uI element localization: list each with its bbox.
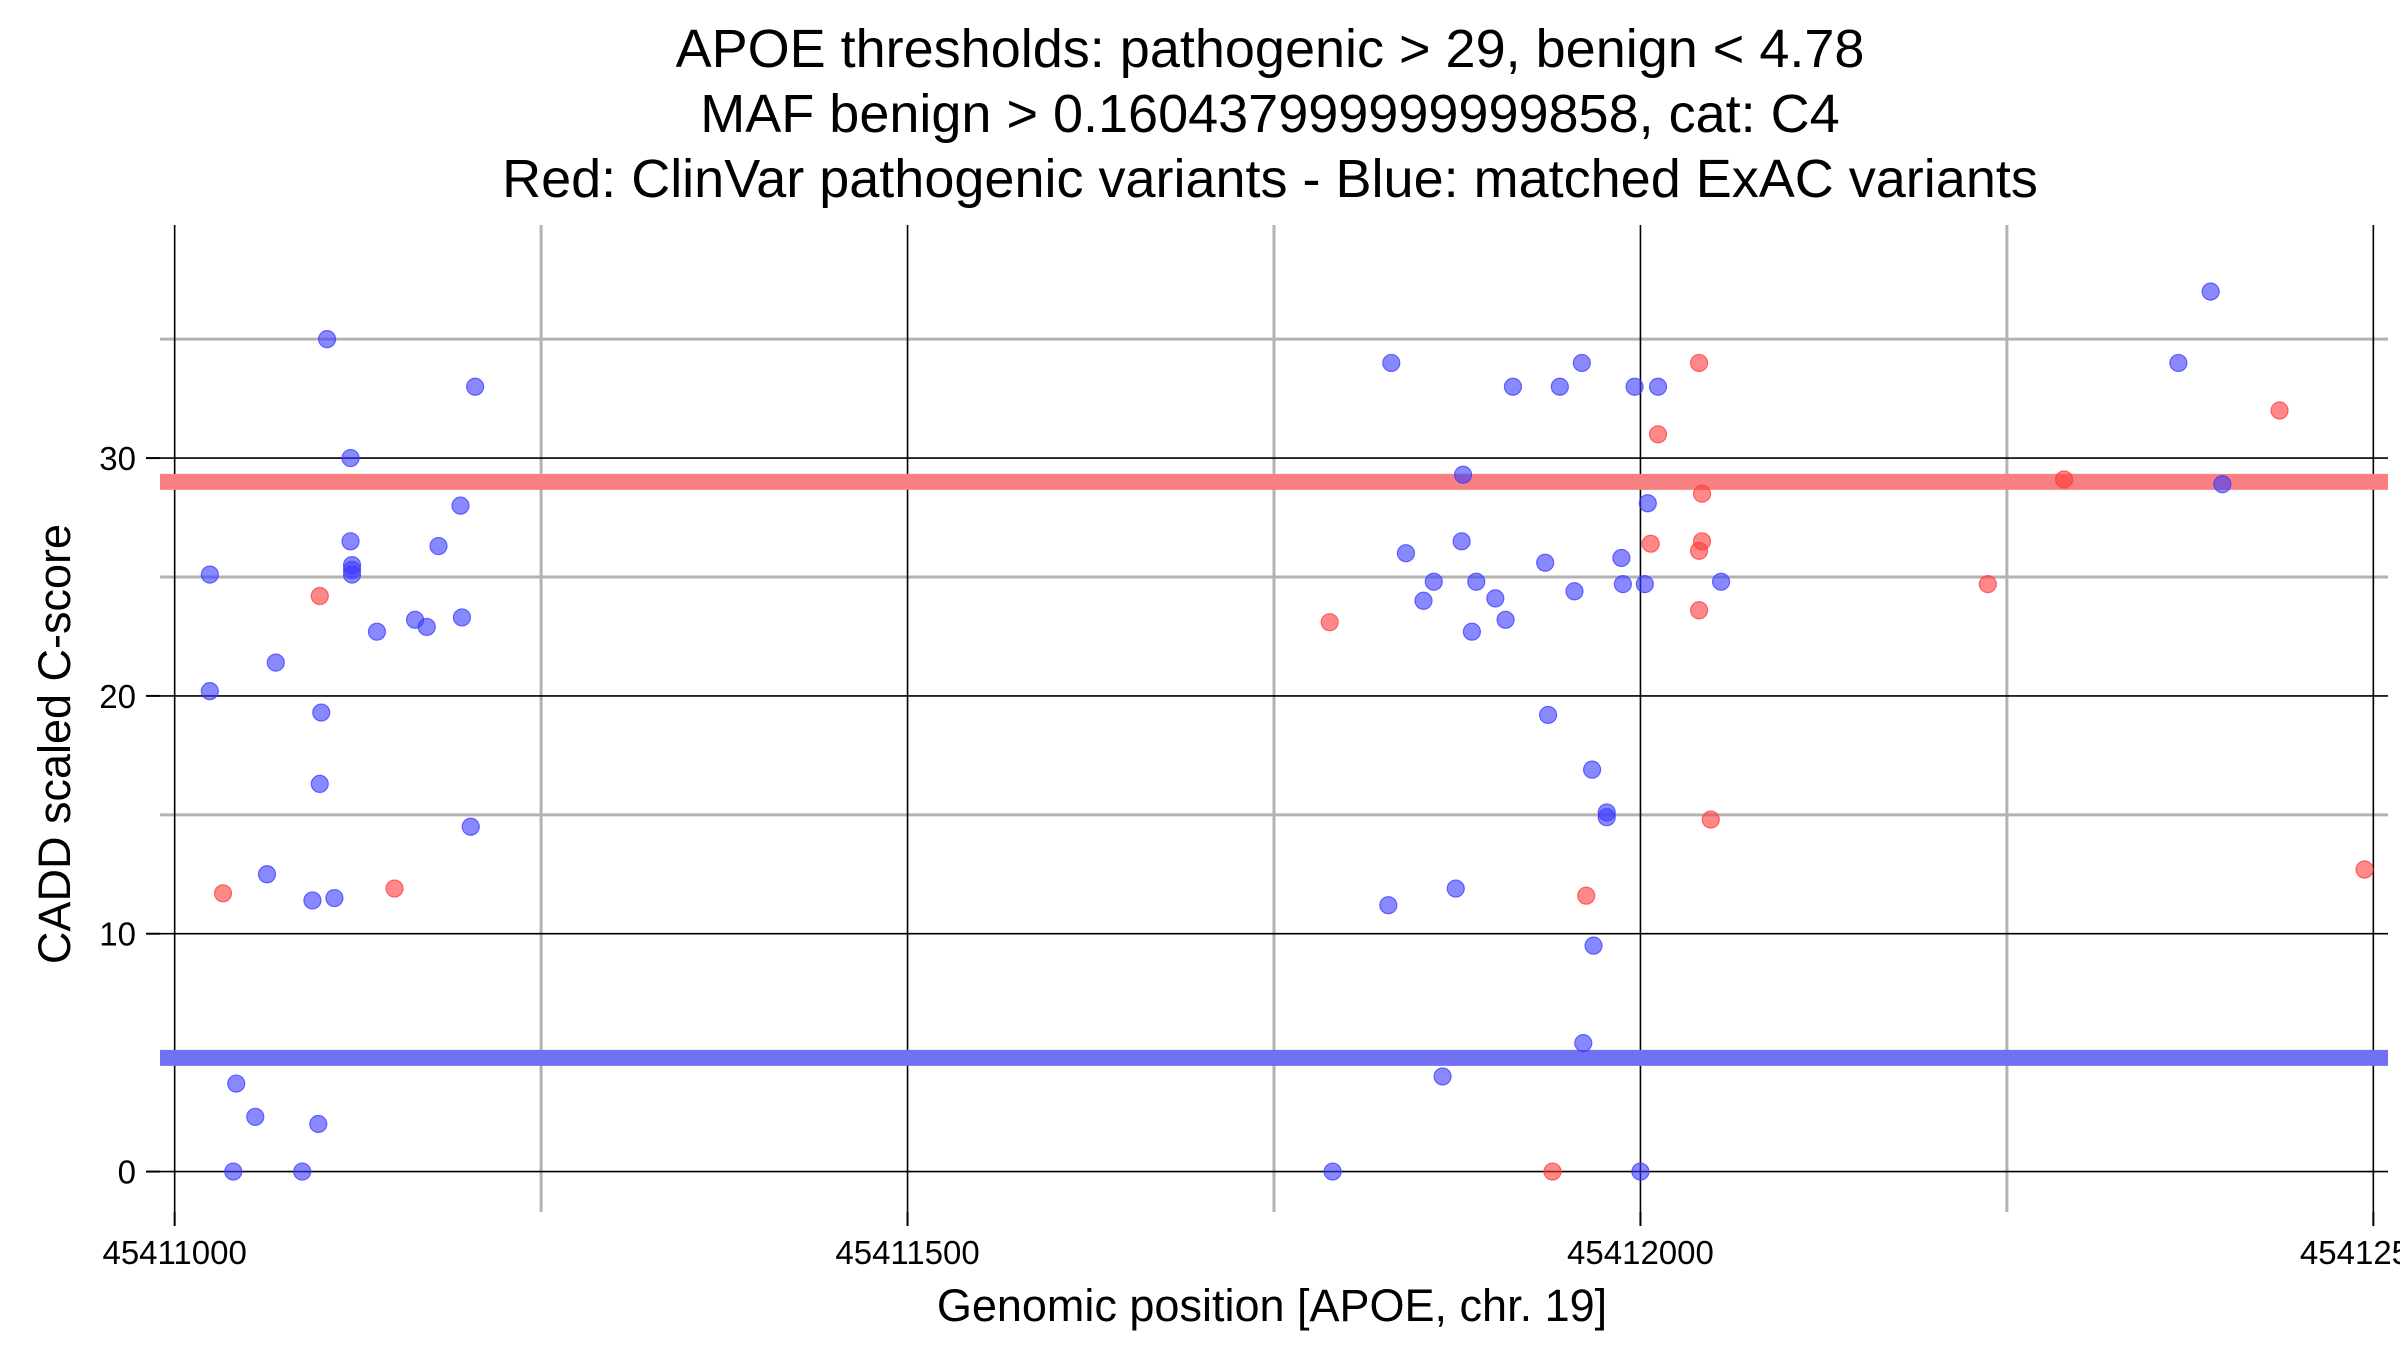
exac-point (1503, 377, 1523, 396)
y-tick-label: 30 (99, 440, 136, 477)
x-tick-label: 45411500 (835, 1234, 979, 1271)
clinvar-point (2270, 401, 2289, 420)
clinvar-point (1320, 613, 1339, 632)
clinvar-point (1641, 534, 1660, 553)
exac-point (1638, 494, 1657, 513)
axes-layer: 0 10 20 30 45411000 45411500 45412000 45412500 (99, 440, 2400, 1271)
clinvar-point (1543, 1162, 1562, 1181)
clinvar-point (310, 586, 329, 606)
exac-point (417, 617, 436, 637)
points-layer (200, 282, 2374, 1181)
clinvar-point (2355, 860, 2374, 879)
clinvar-point (1692, 532, 1712, 551)
exac-point (200, 565, 219, 584)
clinvar-point (1577, 886, 1596, 905)
exac-point (1648, 377, 1668, 396)
clinvar-point (1689, 601, 1709, 620)
clinvar-point (1689, 353, 1709, 373)
exac-point (1379, 896, 1398, 915)
exac-point (318, 330, 337, 349)
grid-layer (160, 225, 2388, 1212)
x-tick-label: 45412000 (1567, 1234, 1714, 1271)
exac-point (1462, 622, 1481, 641)
clinvar-point (1648, 425, 1668, 444)
exac-point (266, 653, 285, 672)
exac-point (452, 608, 472, 627)
clinvar-point (1692, 484, 1712, 503)
exac-point (1635, 575, 1654, 594)
exac-point (1453, 465, 1473, 484)
exac-point (2213, 475, 2232, 494)
exac-point (312, 703, 331, 722)
exac-point (257, 865, 277, 884)
exac-point (1550, 377, 1569, 396)
exac-point (1711, 572, 1731, 591)
exac-point (310, 774, 329, 794)
exac-point (466, 377, 485, 396)
exac-point (246, 1107, 265, 1126)
exac-point (341, 448, 360, 468)
title-layer: APOE thresholds: pathogenic > 29, benign… (502, 19, 2038, 209)
exac-point (1625, 377, 1644, 396)
exac-point (1433, 1067, 1452, 1086)
exac-point (1613, 575, 1632, 594)
y-axis-title: CADD scaled C-score (29, 524, 80, 964)
title-line-2: MAF benign > 0.160437999999999858, cat: … (700, 84, 1839, 144)
exac-point (1486, 589, 1505, 608)
exac-point (224, 1162, 243, 1181)
y-tick-label: 0 (118, 1154, 136, 1191)
exac-point (1574, 1034, 1593, 1053)
exac-point (1414, 591, 1433, 610)
exac-point (461, 817, 480, 836)
exac-point (1597, 808, 1616, 827)
exac-point (429, 536, 448, 556)
clinvar-point (1701, 810, 1720, 829)
exac-point (1584, 936, 1603, 955)
clinvar-point (2054, 470, 2074, 489)
exac-point (2169, 353, 2188, 373)
exac-point (1452, 532, 1471, 551)
exac-point (293, 1162, 312, 1181)
exac-point (1424, 572, 1443, 591)
exac-point (1396, 544, 1416, 563)
title-line-1: APOE thresholds: pathogenic > 29, benign… (676, 19, 1865, 79)
exac-point (1446, 879, 1465, 898)
title-line-3: Red: ClinVar pathogenic variants - Blue:… (502, 149, 2038, 209)
exac-point (325, 888, 344, 908)
exac-point (2201, 282, 2220, 301)
exac-point (1572, 353, 1591, 373)
clinvar-point (385, 879, 404, 898)
exac-point (1539, 705, 1558, 725)
exac-point (1582, 760, 1602, 779)
exac-point (1612, 548, 1631, 568)
exac-point (1382, 353, 1401, 373)
exac-point (341, 532, 360, 551)
x-tick-label: 45412500 (2300, 1234, 2400, 1271)
exac-point (1323, 1162, 1342, 1181)
exac-point (309, 1114, 328, 1134)
y-tick-label: 10 (99, 916, 136, 953)
exac-point (1536, 553, 1555, 572)
y-tick-label: 20 (99, 678, 136, 715)
exac-point (227, 1074, 246, 1093)
exac-point (342, 565, 362, 584)
exac-point (1631, 1162, 1650, 1181)
exac-point (451, 496, 470, 515)
exac-point (367, 622, 387, 641)
exac-point (1565, 582, 1584, 601)
exac-point (303, 891, 322, 910)
exac-point (1496, 610, 1515, 629)
x-axis-title: Genomic position [APOE, chr. 19] (937, 1280, 1607, 1331)
exac-point (1467, 572, 1486, 591)
clinvar-point (213, 884, 233, 903)
x-tick-label: 45411000 (102, 1234, 246, 1271)
clinvar-point (1978, 575, 1997, 594)
exac-point (200, 682, 219, 701)
threshold-layer (160, 473, 2388, 1066)
